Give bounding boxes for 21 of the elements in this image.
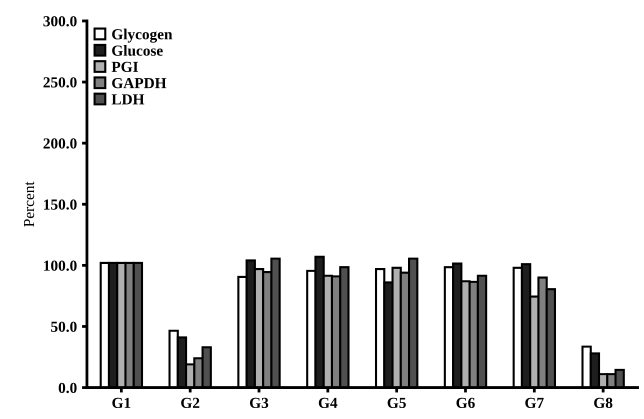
x-tick-label: G2 (181, 398, 200, 408)
x-tick-label: G8 (594, 398, 612, 408)
y-tick-label: 0.0 (58, 382, 77, 394)
y-tick-label: 250.0 (43, 77, 77, 88)
x-tick-label: G4 (318, 398, 338, 408)
legend-label: GAPDH (112, 78, 166, 88)
x-tick-label: G7 (525, 398, 544, 408)
legend-label: LDH (112, 94, 144, 104)
x-tick-label: G6 (456, 398, 475, 408)
legend-label: Glycogen (112, 28, 172, 43)
legend-label: PGI (112, 62, 138, 72)
y-tick-label: 200.0 (43, 138, 77, 149)
y-tick-label: 150.0 (44, 199, 77, 210)
y-tick-label: 300.0 (43, 16, 77, 26)
y-tick-label: 100.0 (44, 260, 77, 271)
x-tick-label: G5 (388, 398, 406, 408)
legend-label: Glucose (112, 45, 163, 56)
x-tick-label: G3 (250, 398, 268, 408)
y-axis-title: Percent (24, 181, 34, 227)
x-tick-label: G1 (112, 398, 130, 408)
y-tick-label: 50.0 (51, 322, 77, 332)
